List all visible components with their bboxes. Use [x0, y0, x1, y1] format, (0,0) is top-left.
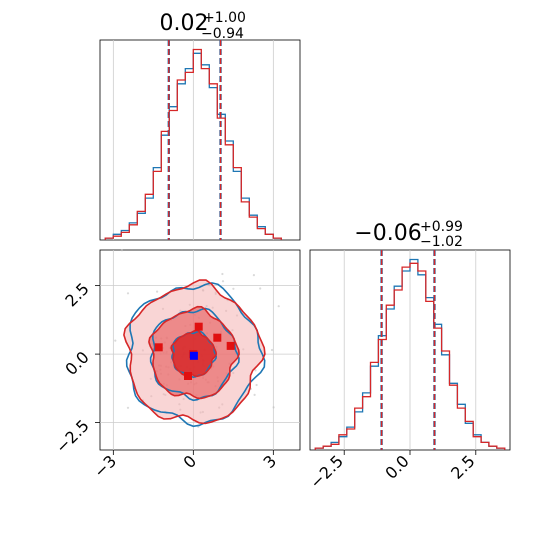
panel-x2-marginal: −2.5 0.0 2.5 −0.06 +0.99 −1.02	[306, 219, 511, 492]
contour-line-1-2	[123, 279, 266, 425]
panel-x2-title-median: −0.06	[354, 221, 421, 246]
x2-tick-label: 0.0	[381, 451, 412, 482]
histogram-series-1	[314, 262, 506, 450]
sample-point	[126, 406, 130, 409]
x1-tick-label: 0	[180, 451, 201, 472]
sample-point	[114, 339, 117, 342]
panel-x1-frame	[99, 39, 301, 241]
sample-point	[255, 383, 258, 387]
sample-point	[232, 287, 235, 290]
red-square-point	[213, 333, 222, 342]
x2-tick-label: −2.5	[306, 451, 347, 492]
x1-tick-label: −3	[90, 451, 120, 481]
red-square-point	[194, 322, 203, 331]
sample-point	[126, 292, 130, 295]
red-square-point	[154, 343, 163, 352]
sample-point	[277, 305, 280, 308]
red-square-point	[184, 372, 192, 380]
panel-x1-title-minus: −0.94	[201, 26, 244, 42]
panel-x1-title-median: 0.02	[160, 11, 209, 36]
truth-point	[189, 351, 198, 360]
sample-point	[156, 290, 159, 293]
sample-point	[270, 348, 274, 352]
histogram-series-1	[104, 48, 282, 240]
x2-tick-label: 2.5	[447, 451, 478, 482]
contour-line-1-0	[170, 329, 218, 378]
panel-x2-title-plus: +0.99	[420, 219, 463, 235]
contour-line-1-1	[148, 305, 240, 400]
panel-x1-marginal: 0.02 +1.00 −0.94	[99, 10, 301, 241]
sample-point	[254, 369, 257, 372]
sample-point	[253, 393, 256, 396]
y-tick-label: −2.5	[52, 416, 93, 457]
sample-point	[120, 249, 123, 252]
y-tick-label: 2.5	[61, 279, 92, 310]
panel-x2-title-minus: −1.02	[420, 234, 463, 250]
panel-x1-title-plus: +1.00	[203, 10, 246, 26]
red-square-point	[226, 341, 235, 350]
sample-point	[221, 272, 224, 276]
sample-point	[252, 274, 255, 277]
panel-joint-frame	[99, 249, 301, 451]
panel-joint: −3 0 3 −2.5 0.0 2.5	[52, 249, 301, 482]
sample-point	[259, 287, 262, 290]
x1-tick-label: 3	[260, 451, 281, 472]
panel-x1-title: 0.02	[160, 11, 209, 36]
sample-point	[221, 280, 225, 283]
sample-point	[272, 406, 275, 409]
y-tick-label: 0.0	[61, 348, 92, 379]
